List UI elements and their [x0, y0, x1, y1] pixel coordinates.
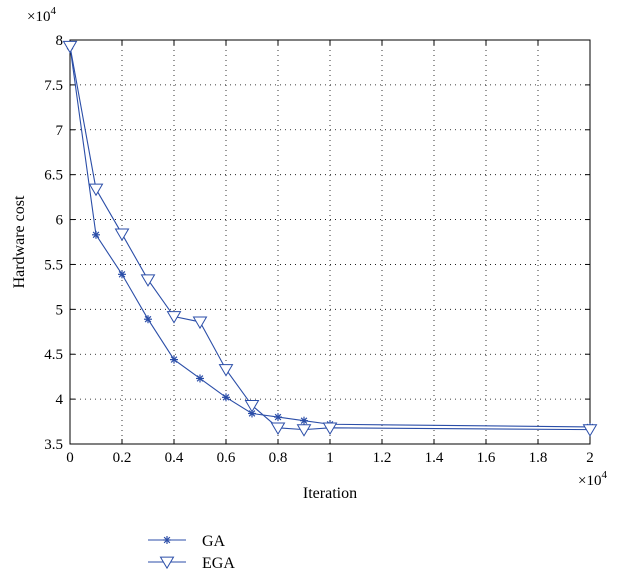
axis-ticks: 0 0.2 0.4 0.6 0.8 1 1.2 1.4 1.6 1.8 2 3.5 4 4.5 5 5.5 6 6… [44, 33, 594, 466]
data-point-ega [62, 40, 78, 54]
series-layer [62, 40, 598, 437]
legend: GA EGA [148, 533, 235, 572]
data-point-ga [118, 270, 126, 279]
star-stroke [92, 231, 100, 239]
series-line-ega [69, 46, 591, 431]
data-point-ega [296, 424, 312, 437]
data-point-ga [274, 413, 282, 422]
series-line-ga [69, 46, 591, 428]
data-point-ega [244, 400, 260, 413]
y-tick-label: 8 [56, 33, 64, 49]
legend-symbol-ega [159, 556, 175, 570]
x-tick-label: 0.6 [217, 450, 236, 466]
x-tick-label: 1.4 [425, 450, 444, 466]
y-tick-label: 7 [56, 123, 64, 139]
legend-marker-ga [163, 536, 171, 544]
data-point-ga [196, 374, 204, 383]
data-point-ega [114, 228, 130, 242]
star-stroke [300, 417, 308, 424]
x-tick-label: 0.4 [165, 450, 184, 466]
x-axis-label: Iteration [303, 485, 357, 502]
x-tick-label: 0.2 [113, 450, 132, 466]
data-point-ega [88, 183, 104, 197]
x-tick-label: 1 [326, 450, 334, 466]
star-stroke [222, 394, 230, 401]
data-point-ga [170, 355, 178, 364]
x-tick-label: 2 [586, 450, 594, 466]
star-stroke [163, 536, 171, 544]
star-stroke [170, 356, 178, 363]
y-tick-label: 6.5 [44, 168, 63, 184]
data-point-ega [166, 311, 182, 324]
legend-symbol-ga [163, 536, 171, 544]
legend-label-ega: EGA [202, 555, 235, 572]
star-stroke [248, 410, 256, 417]
y-axis-multiplier: ×104 [27, 5, 56, 25]
y-tick-label: 4.5 [44, 347, 63, 363]
data-point-ega [270, 422, 286, 436]
data-point-ga [248, 409, 256, 418]
data-point-ega [322, 422, 338, 436]
legend-item-ga: GA [148, 533, 226, 550]
x-tick-label: 1.2 [373, 450, 392, 466]
legend-label-ga: GA [202, 533, 226, 550]
data-point-ga [92, 230, 100, 239]
star-stroke [196, 375, 204, 382]
data-point-ega [192, 316, 208, 330]
x-tick-label: 0.8 [269, 450, 288, 466]
data-point-ega [582, 424, 598, 437]
star-stroke [118, 271, 126, 278]
y-tick-label: 5 [56, 302, 64, 318]
x-axis-multiplier: ×104 [578, 469, 607, 489]
y-tick-label: 7.5 [44, 78, 63, 94]
legend-item-ega: EGA [148, 555, 235, 572]
y-tick-label: 4 [56, 392, 64, 408]
legend-marker-ega [159, 556, 175, 570]
star-stroke [274, 413, 282, 421]
data-point-ga [144, 315, 152, 324]
data-point-ga [222, 393, 230, 402]
data-point-ega [218, 364, 234, 377]
x-tick-label: 1.6 [477, 450, 496, 466]
y-tick-label: 3.5 [44, 437, 63, 453]
y-axis-label: Hardware cost [11, 195, 28, 288]
star-stroke [144, 315, 152, 323]
data-point-ga [300, 416, 308, 425]
x-tick-label: 1.8 [529, 450, 548, 466]
y-tick-label: 5.5 [44, 257, 63, 273]
y-tick-label: 6 [56, 213, 64, 229]
data-point-ega [140, 274, 156, 287]
x-tick-label: 0 [66, 450, 74, 466]
grid [70, 40, 590, 444]
